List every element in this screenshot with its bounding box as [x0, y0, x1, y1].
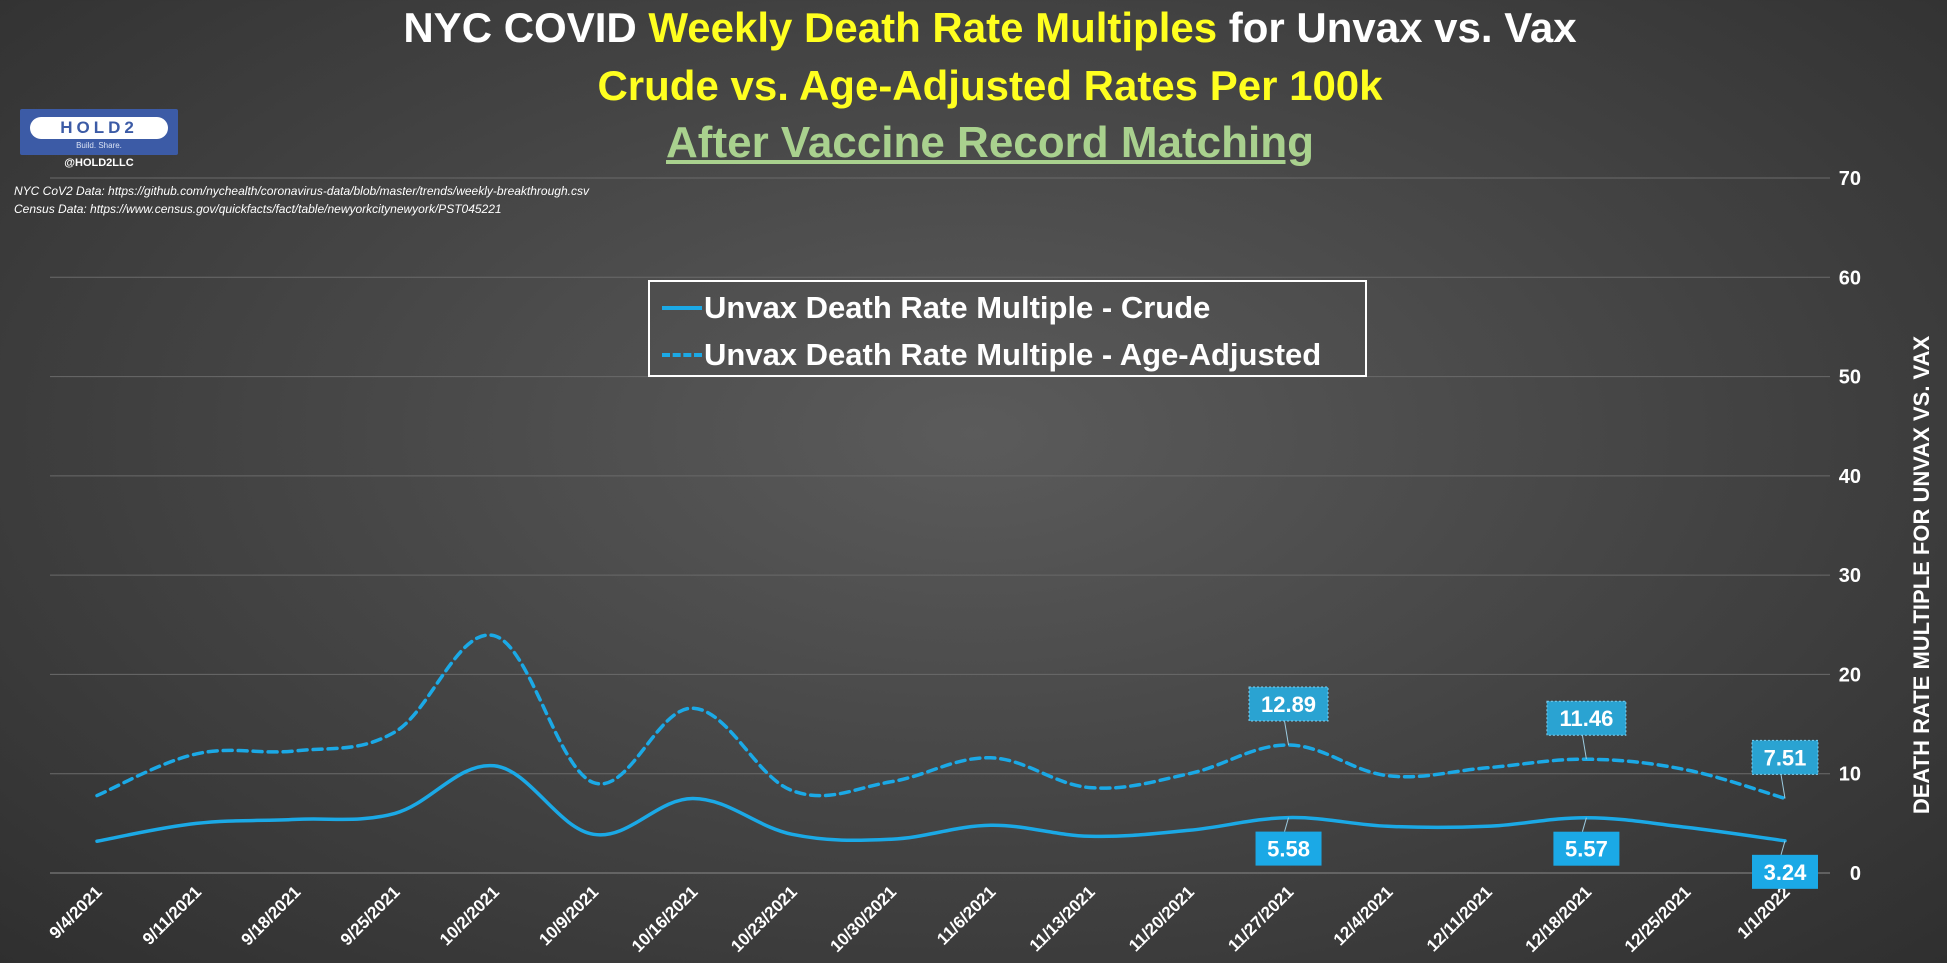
y-axis-title: DEATH RATE MULTIPLE FOR UNVAX VS. VAX — [1909, 335, 1934, 815]
y-tick-label: 0 — [1850, 863, 1861, 885]
x-tick-label: 12/4/2021 — [1330, 882, 1397, 949]
y-axis-ticks: 0 10 20 30 40 50 60 70 — [1839, 168, 1861, 885]
y-tick-label: 20 — [1839, 664, 1861, 686]
data-label-leader — [1581, 735, 1587, 760]
x-tick-label: 11/13/2021 — [1026, 882, 1099, 955]
legend-item-age-adjusted: Unvax Death Rate Multiple - Age-Adjusted — [662, 333, 1321, 377]
y-tick-label: 50 — [1839, 367, 1861, 389]
data-label-box — [1752, 854, 1818, 889]
data-label-text: 3.24 — [1764, 860, 1808, 885]
data-labels: 5.58 5.57 3.24 12.89 11.46 7.51 — [1248, 686, 1819, 889]
legend-label-age-adjusted: Unvax Death Rate Multiple - Age-Adjusted — [704, 337, 1322, 372]
data-label-box — [1255, 831, 1322, 866]
data-label-leader — [1780, 840, 1786, 855]
data-label: 11.46 — [1546, 700, 1627, 736]
title-highlight: Weekly Death Rate Multiples — [648, 4, 1218, 51]
data-label-leader — [1581, 817, 1587, 832]
series-line-crude — [95, 764, 1787, 843]
y-tick-label: 60 — [1839, 267, 1861, 289]
logo-text: HOLD2 — [30, 117, 168, 139]
x-tick-label: 9/11/2021 — [139, 882, 205, 948]
x-tick-label: 10/2/2021 — [436, 882, 503, 949]
title-part-2: for Unvax vs. Vax — [1217, 4, 1577, 51]
data-label-box — [1553, 831, 1620, 866]
data-label-text: 5.57 — [1565, 837, 1608, 862]
data-label: 3.24 — [1752, 854, 1818, 889]
x-tick-label: 9/4/2021 — [46, 882, 106, 942]
hold2-logo: HOLD2 Build. Share. — [20, 109, 178, 155]
legend-item-crude: Unvax Death Rate Multiple - Crude — [662, 286, 1210, 330]
data-label: 12.89 — [1248, 686, 1329, 722]
source-note-nyc: NYC CoV2 Data: https://github.com/nychea… — [14, 184, 589, 198]
x-tick-label: 9/18/2021 — [237, 882, 304, 949]
data-label: 7.51 — [1751, 739, 1819, 775]
chart-subtitle-2: After Vaccine Record Matching — [666, 118, 1314, 167]
data-label-leader — [1780, 774, 1786, 799]
data-label-leader — [1284, 817, 1290, 832]
data-label-leader — [1284, 720, 1290, 746]
data-label-text: 5.58 — [1267, 837, 1310, 862]
logo-handle: @HOLD2LLC — [64, 157, 134, 169]
x-tick-label: 12/11/2021 — [1423, 882, 1496, 955]
data-label: 5.58 — [1255, 831, 1322, 866]
x-tick-label: 11/27/2021 — [1224, 882, 1297, 955]
x-tick-label: 10/30/2021 — [827, 882, 901, 956]
x-tick-label: 12/18/2021 — [1522, 882, 1596, 956]
title-part-1: NYC COVID — [403, 4, 649, 51]
legend-label-crude: Unvax Death Rate Multiple - Crude — [704, 290, 1211, 325]
legend: Unvax Death Rate Multiple - Crude Unvax … — [648, 280, 1367, 377]
data-label-box — [1248, 686, 1329, 722]
series-lines — [95, 633, 1787, 843]
chart-subtitle: Crude vs. Age-Adjusted Rates Per 100k — [597, 62, 1383, 109]
x-tick-label: 9/25/2021 — [337, 882, 404, 949]
chart-title: NYC COVID Weekly Death Rate Multiples fo… — [0, 4, 1947, 52]
data-label-text: 12.89 — [1261, 692, 1316, 717]
legend-swatch-dashed — [662, 353, 702, 357]
x-tick-label: 12/25/2021 — [1621, 882, 1695, 956]
x-axis-ticks: 9/4/2021 9/11/2021 9/18/2021 9/25/2021 10/2/… — [46, 882, 1794, 956]
data-label-text: 7.51 — [1764, 745, 1807, 770]
x-tick-label: 11/20/2021 — [1125, 882, 1198, 955]
x-tick-label: 10/23/2021 — [727, 882, 801, 956]
y-tick-label: 70 — [1839, 168, 1861, 190]
y-tick-label: 40 — [1839, 466, 1861, 488]
x-tick-label: 10/9/2021 — [535, 882, 602, 949]
x-tick-label: 1/1/2022 — [1734, 882, 1794, 942]
data-label-box — [1546, 700, 1627, 736]
data-label-text: 11.46 — [1559, 706, 1613, 731]
y-tick-label: 10 — [1839, 764, 1861, 786]
source-note-census: Census Data: https://www.census.gov/quic… — [14, 202, 502, 216]
legend-swatch-solid — [662, 306, 702, 310]
data-label: 5.57 — [1553, 831, 1620, 866]
y-tick-label: 30 — [1839, 565, 1861, 587]
data-label-box — [1751, 739, 1819, 775]
x-tick-label: 10/16/2021 — [628, 882, 702, 956]
logo-tagline: Build. Share. — [76, 141, 122, 150]
x-tick-label: 11/6/2021 — [933, 882, 999, 948]
